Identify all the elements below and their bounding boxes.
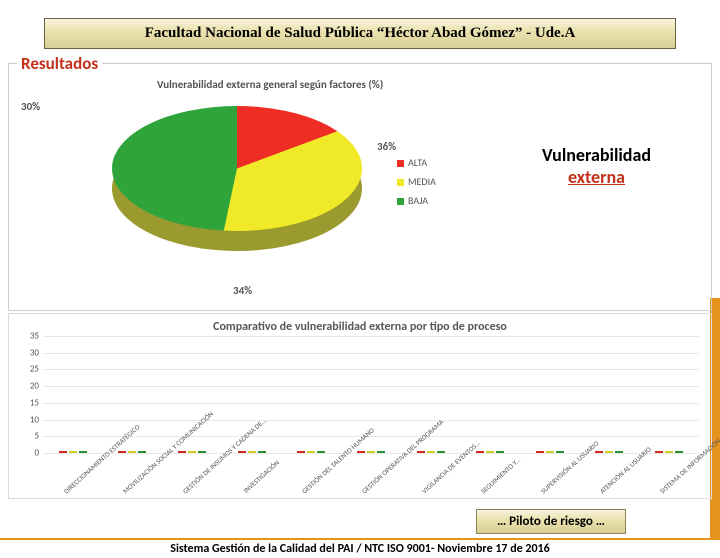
- y-tick: 15: [30, 397, 39, 408]
- results-fieldset: Resultados Vulnerabilidad externa genera…: [8, 53, 712, 311]
- bar-media: [248, 451, 256, 453]
- pie-chart: [107, 96, 367, 246]
- legend-item: BAJA: [397, 194, 436, 207]
- bar-group: [169, 451, 215, 453]
- y-tick: 0: [34, 448, 39, 459]
- x-label: DIRECCIONAMIENTO ESTRATÉGICO: [62, 458, 131, 527]
- bar-alta: [357, 451, 365, 453]
- pie-chart-title: Vulnerabilidad externa general según fac…: [157, 78, 383, 91]
- bar-media: [307, 451, 315, 453]
- bar-media: [605, 451, 613, 453]
- side-note: Vulnerabilidad externa: [542, 144, 651, 188]
- bar-group: [50, 451, 96, 453]
- side-note-line2: externa: [542, 166, 651, 188]
- x-label: GESTIÓN DE INSUMOS Y CADENA DE...: [181, 458, 250, 527]
- legend-label: MEDIA: [408, 175, 436, 188]
- bar-baja: [198, 451, 206, 453]
- pie-label-baja: 30%: [21, 100, 40, 113]
- y-tick: 35: [30, 331, 39, 342]
- bar-alta: [178, 451, 186, 453]
- gridline: [43, 453, 699, 454]
- legend-label: BAJA: [408, 194, 428, 207]
- pie-label-alta: 36%: [377, 140, 396, 153]
- y-tick: 5: [34, 431, 39, 442]
- bar-media: [486, 451, 494, 453]
- x-label: INVESTIGACIÓN: [241, 458, 310, 527]
- footer-text: Sistema Gestión de la Calidad del PAI / …: [0, 538, 720, 558]
- bar-media: [128, 451, 136, 453]
- bar-media: [427, 451, 435, 453]
- bar-baja: [377, 451, 385, 453]
- bar-baja: [79, 451, 87, 453]
- header-title-box: Facultad Nacional de Salud Pública “Héct…: [44, 18, 676, 49]
- y-tick: 25: [30, 364, 39, 375]
- bar-chart-title: Comparativo de vulnerabilidad externa po…: [15, 320, 705, 334]
- bar-baja: [615, 451, 623, 453]
- bar-media: [546, 451, 554, 453]
- pilot-box: … Piloto de riesgo …: [476, 509, 626, 534]
- bar-chart-area: Comparativo de vulnerabilidad externa po…: [8, 313, 712, 499]
- bar-alta: [595, 451, 603, 453]
- legend-item: MEDIA: [397, 175, 436, 188]
- bar-media: [665, 451, 673, 453]
- bar-baja: [496, 451, 504, 453]
- bar-alta: [238, 451, 246, 453]
- pie-label-media: 34%: [233, 284, 252, 297]
- bar-group: [288, 451, 334, 453]
- legend-swatch: [397, 198, 404, 205]
- bar-media: [69, 451, 77, 453]
- pie-chart-area: Vulnerabilidad externa general según fac…: [17, 78, 703, 302]
- bar-alta: [536, 451, 544, 453]
- bar-baja: [317, 451, 325, 453]
- y-tick: 10: [30, 414, 39, 425]
- x-label: GESTIÓN OPERATIVA DEL PROGRAMA: [360, 458, 429, 527]
- bar-alta: [417, 451, 425, 453]
- bar-baja: [437, 451, 445, 453]
- bar-group: [527, 451, 573, 453]
- bar-baja: [556, 451, 564, 453]
- y-tick: 20: [30, 381, 39, 392]
- bar-alta: [118, 451, 126, 453]
- bar-x-axis: DIRECCIONAMIENTO ESTRATÉGICOMOVILIZACIÓN…: [43, 454, 699, 506]
- bar-baja: [258, 451, 266, 453]
- bar-alta: [59, 451, 67, 453]
- bar-media: [188, 451, 196, 453]
- x-label: MOVILIZACIÓN SOCIAL Y COMUNICACIÓN: [121, 458, 190, 527]
- side-note-line1: Vulnerabilidad: [542, 144, 651, 166]
- results-label: Resultados: [17, 53, 102, 74]
- pie-top-face: [112, 106, 362, 231]
- legend-item: ALTA: [397, 156, 436, 169]
- bar-alta: [655, 451, 663, 453]
- bar-baja: [675, 451, 683, 453]
- bar-y-axis: 05101520253035: [19, 336, 41, 453]
- x-label: GESTIÓN DEL TALENTO HUMANO: [300, 458, 369, 527]
- bar-baja: [138, 451, 146, 453]
- legend-label: ALTA: [408, 156, 427, 169]
- legend-swatch: [397, 160, 404, 167]
- bar-alta: [297, 451, 305, 453]
- pie-legend: ALTA MEDIA BAJA: [397, 150, 436, 213]
- bar-alta: [476, 451, 484, 453]
- bar-group: [646, 451, 692, 453]
- legend-swatch: [397, 179, 404, 186]
- bar-media: [367, 451, 375, 453]
- y-tick: 30: [30, 347, 39, 358]
